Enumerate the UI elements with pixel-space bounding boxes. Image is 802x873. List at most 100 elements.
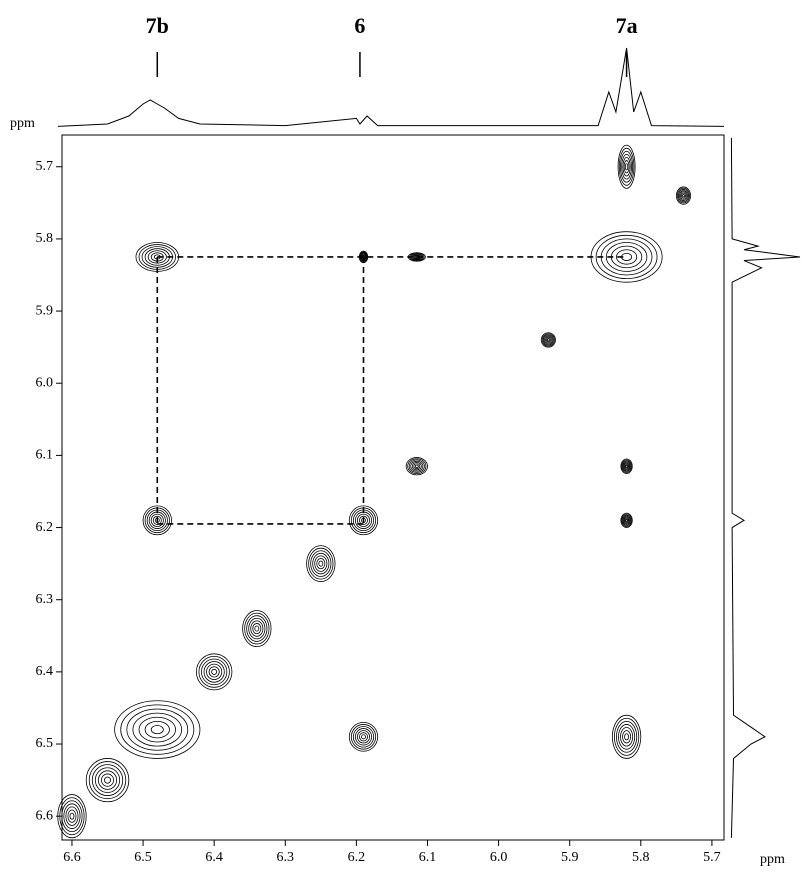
contour-level xyxy=(620,727,634,747)
contour-level xyxy=(359,732,368,742)
contour-level xyxy=(611,714,642,759)
contour-level xyxy=(91,764,124,796)
contour-level xyxy=(348,721,379,752)
contour-level xyxy=(624,163,629,171)
cross-peak xyxy=(57,794,87,839)
contour-level xyxy=(622,461,631,471)
contour-level xyxy=(621,153,632,180)
y-tick-label: 5.7 xyxy=(36,159,54,174)
contour-level xyxy=(624,733,630,741)
contour-level xyxy=(356,513,370,527)
contour-level xyxy=(624,517,629,523)
contour-level xyxy=(679,190,688,201)
cross-peak xyxy=(620,458,633,474)
contour-level xyxy=(681,192,686,199)
x-axis-label: ppm xyxy=(760,852,785,867)
contour-level xyxy=(114,700,201,759)
y-tick-label: 6.3 xyxy=(36,592,54,607)
contour-level xyxy=(314,555,328,572)
cross-peak xyxy=(242,610,272,648)
contour-level xyxy=(198,656,230,688)
contour-level xyxy=(541,333,555,347)
y-tick-label: 5.8 xyxy=(36,231,54,246)
contour-level xyxy=(208,666,220,678)
contour-level xyxy=(620,458,633,474)
contour-level xyxy=(356,730,370,744)
contour-level xyxy=(676,187,690,204)
contour-level xyxy=(104,776,111,784)
cross-peak xyxy=(617,144,636,189)
contour-level xyxy=(623,462,630,470)
contour-level xyxy=(625,518,628,522)
cross-peak xyxy=(611,714,642,759)
contour-level xyxy=(310,550,332,577)
contour-level xyxy=(150,513,164,527)
contour-level xyxy=(254,625,260,632)
contour-level xyxy=(250,620,264,637)
contour-level xyxy=(120,704,195,755)
contour-level xyxy=(623,516,630,524)
contour-level xyxy=(248,617,266,640)
contour-level xyxy=(101,773,115,787)
x-tick-label: 5.7 xyxy=(703,850,721,865)
contour-level xyxy=(65,806,79,826)
contour-level xyxy=(206,663,223,680)
contour-level xyxy=(201,658,228,686)
contour-level xyxy=(88,761,127,800)
peak-annotation: 7b xyxy=(146,13,169,38)
contour-level xyxy=(361,734,366,740)
contour-level xyxy=(348,505,379,536)
contour-level xyxy=(622,515,631,525)
peak-annotation: 6 xyxy=(354,13,365,38)
peak-annotation: 7a xyxy=(616,13,638,38)
contour-level xyxy=(144,720,170,739)
cross-peak xyxy=(405,457,428,476)
y-tick-label: 5.9 xyxy=(36,303,54,318)
contour-level xyxy=(411,462,422,471)
contour-level xyxy=(408,459,425,473)
contour-level xyxy=(623,160,630,174)
contour-level xyxy=(616,720,638,753)
contour-level xyxy=(195,653,233,691)
x-tick-label: 6.6 xyxy=(63,850,81,865)
cross-peak xyxy=(85,758,130,803)
y-tick-label: 6.5 xyxy=(36,736,54,751)
x-tick-label: 6.4 xyxy=(205,850,223,865)
contour-level xyxy=(308,547,334,580)
contour-level xyxy=(620,512,633,528)
contour-level xyxy=(618,147,635,186)
contour-level xyxy=(545,337,551,343)
contour-level xyxy=(150,725,164,735)
contour-level xyxy=(69,812,75,820)
contour-level xyxy=(414,464,419,468)
contour-level xyxy=(621,513,632,527)
contour-level xyxy=(147,250,167,264)
contour-level xyxy=(624,463,629,469)
cross-peak xyxy=(306,545,336,583)
contour-level xyxy=(544,336,552,344)
contour-level xyxy=(59,797,85,836)
y-tick-label: 6.2 xyxy=(36,520,54,535)
cross-peak xyxy=(620,512,633,528)
x-tick-label: 6.2 xyxy=(348,850,366,865)
contour-level xyxy=(211,668,218,675)
contour-level xyxy=(405,457,428,476)
y-tick-label: 6.0 xyxy=(36,375,54,390)
contour-level xyxy=(246,615,268,642)
contour-level xyxy=(312,552,330,575)
contour-level xyxy=(132,712,183,747)
contour-level xyxy=(67,809,77,823)
contour-level xyxy=(546,338,550,342)
contour-level xyxy=(613,717,640,756)
contour-level xyxy=(142,505,172,536)
contour-level xyxy=(622,460,632,472)
top-projection xyxy=(57,47,725,127)
contour-level xyxy=(677,189,689,203)
contour-level xyxy=(138,716,176,743)
contour-level xyxy=(61,800,83,833)
x-tick-label: 6.3 xyxy=(277,850,295,865)
top-axis-label: ppm xyxy=(10,116,35,131)
x-tick-label: 5.8 xyxy=(632,850,650,865)
contour-level xyxy=(318,560,324,567)
